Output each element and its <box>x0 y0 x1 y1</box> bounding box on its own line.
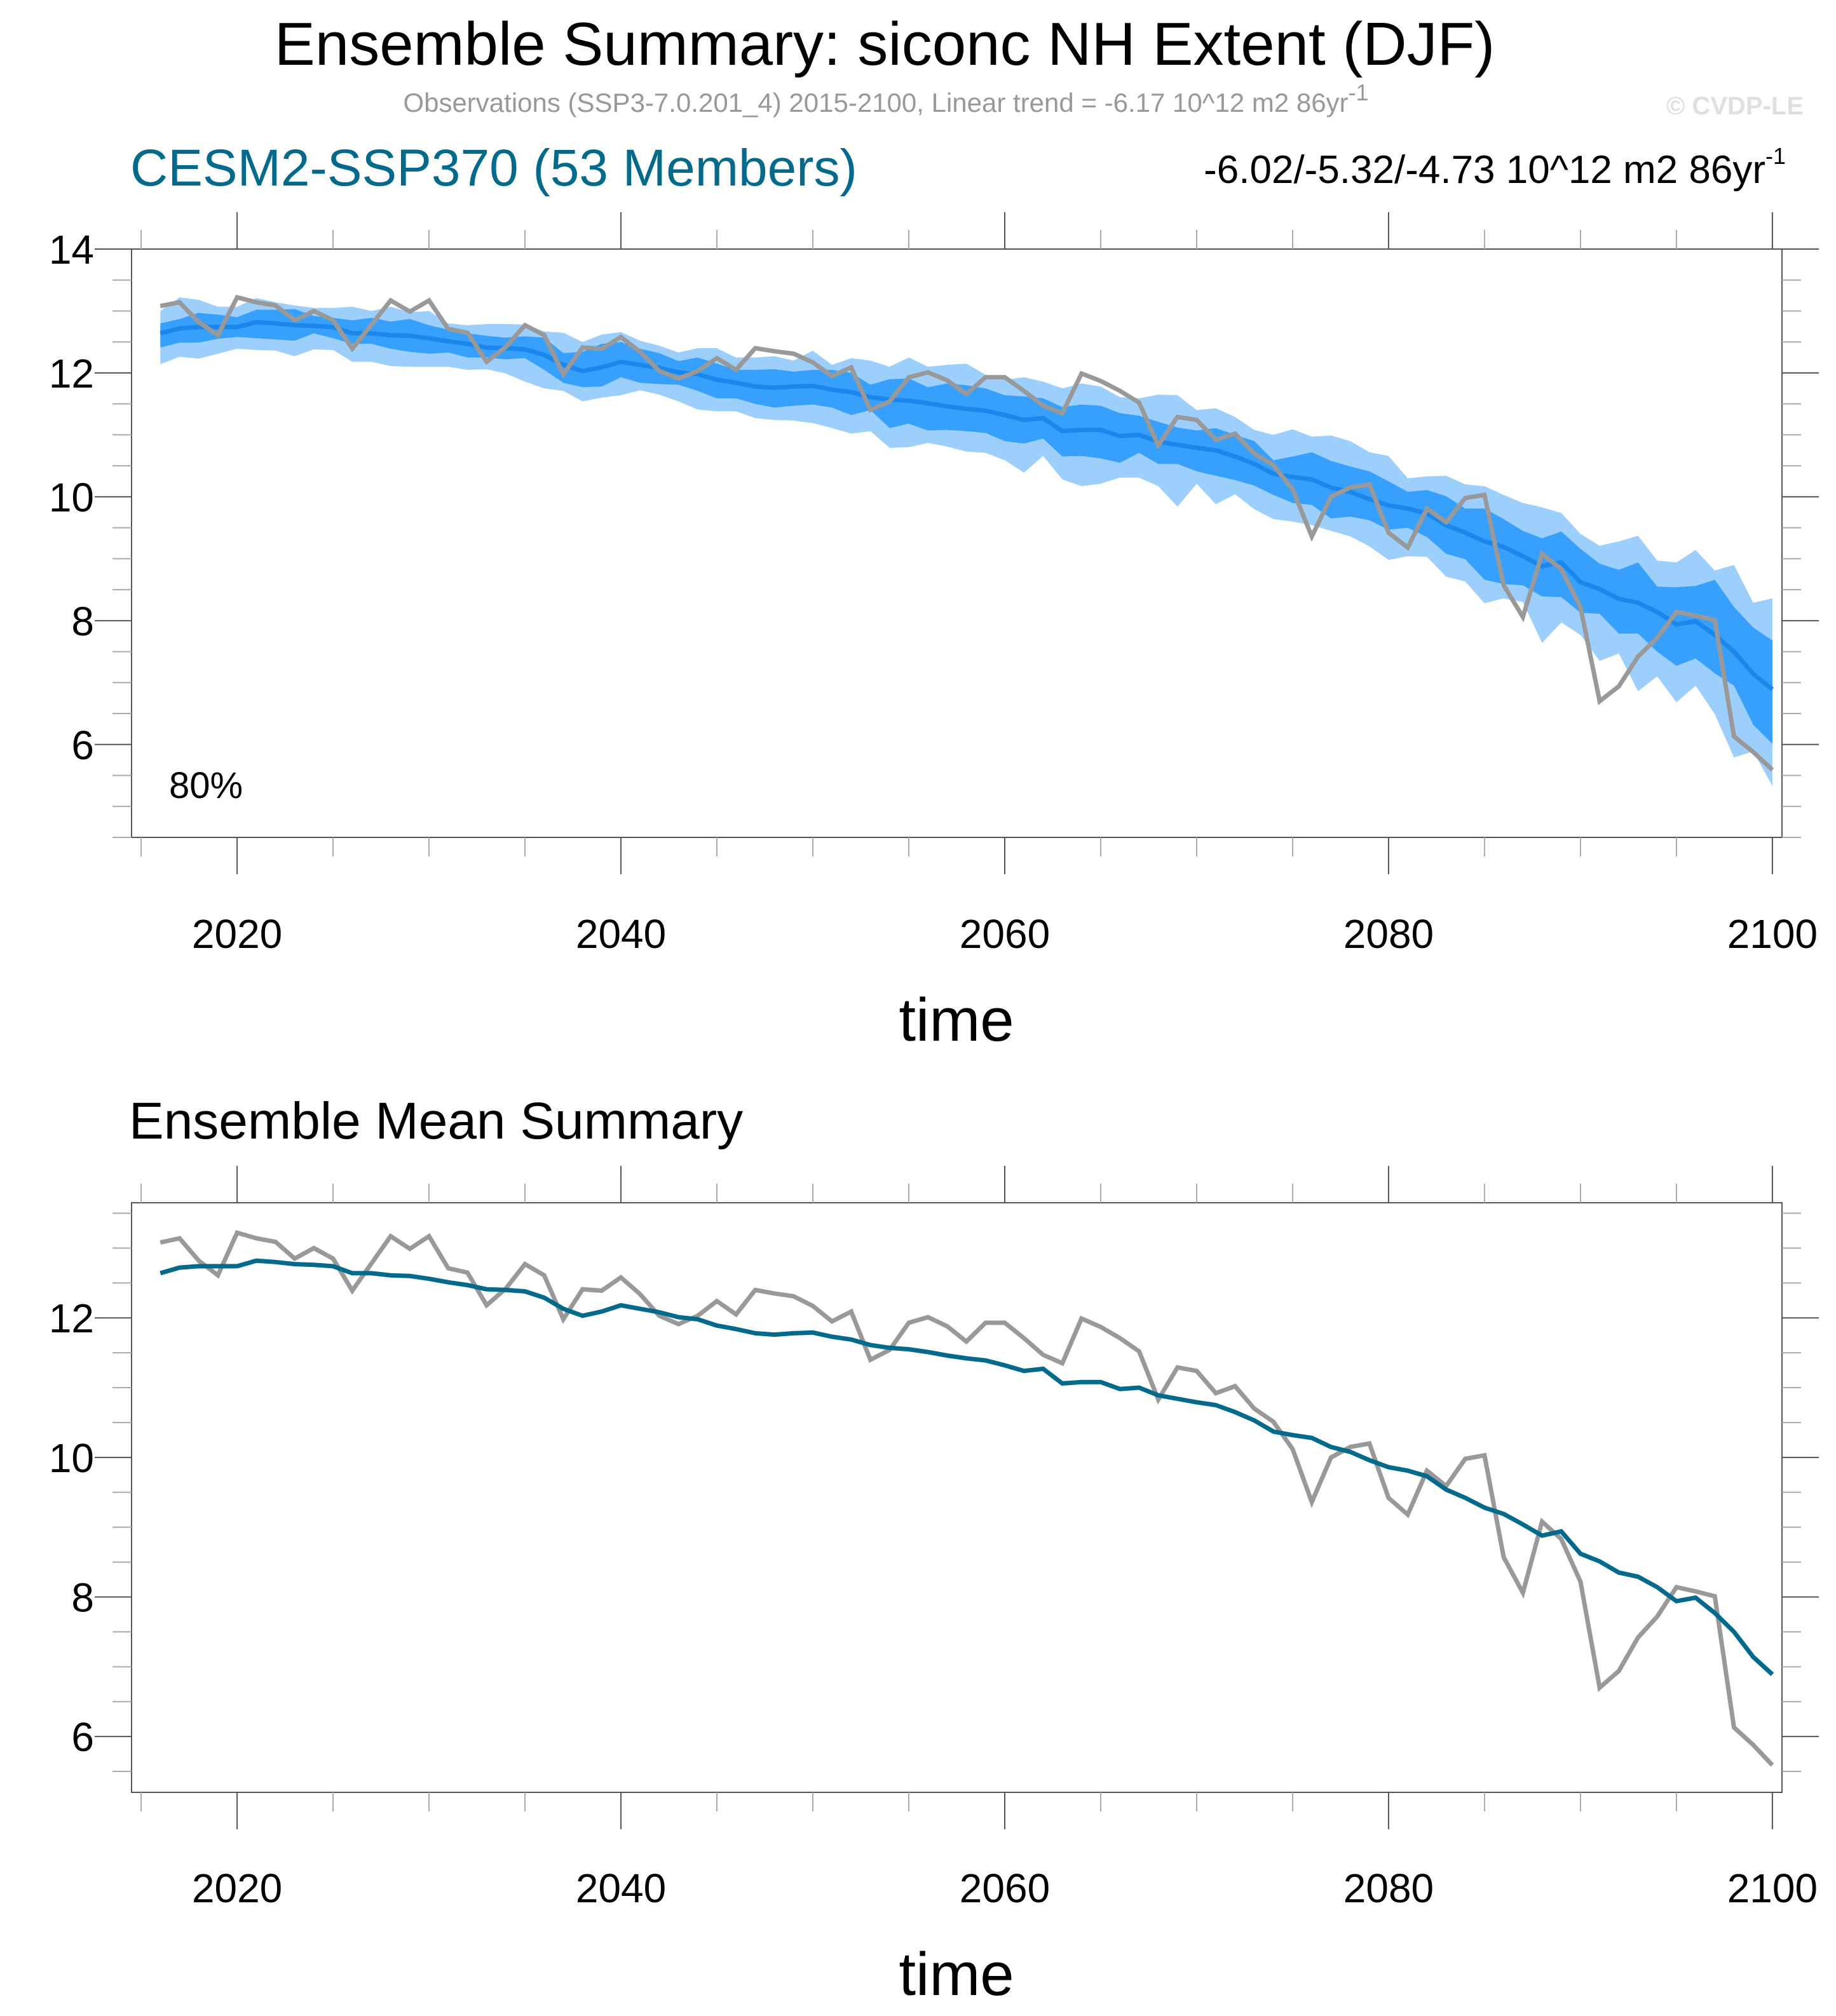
upper-plot-frame <box>131 248 1783 838</box>
subtitle-main: Observations (SSP3-7.0.201_4) 2015-2100,… <box>403 88 1348 118</box>
upper-panel-axes: 2020 2040 2060 2080 2100 6 8 10 12 14 <box>49 212 1819 957</box>
upper-panel-marks <box>160 294 1774 787</box>
upper-panel-trend-title: -6.02/-5.32/-4.73 10^12 m2 86yr-1 <box>1204 143 1786 192</box>
percentile-annotation: 80% <box>169 765 243 806</box>
lower-observations-series <box>160 1229 1774 1767</box>
upper-y-tick-label: 12 <box>49 351 94 396</box>
lower-ensemble-mean-series <box>160 1258 1774 1676</box>
upper-y-tick-label: 14 <box>49 227 94 273</box>
upper-observations-line <box>160 294 1774 772</box>
lower-panel-title: Ensemble Mean Summary <box>129 1092 743 1150</box>
lower-x-tick-label: 2060 <box>960 1865 1050 1911</box>
lower-panel-axes: 2020 2040 2060 2080 2100 6 8 10 12 <box>49 1166 1819 1911</box>
lower-y-tick-label: 6 <box>71 1714 94 1760</box>
upper-observations-series <box>160 294 1774 772</box>
lower-plot-frame <box>131 1202 1783 1793</box>
lower-panel-x-axis-label: time <box>899 1940 1014 2008</box>
upper-x-tick-label: 2040 <box>576 911 666 957</box>
figure-title: Ensemble Summary: siconc NH Extent (DJF) <box>275 10 1495 78</box>
lower-plot-area <box>160 1229 1774 1767</box>
lower-x-tick-label: 2100 <box>1727 1865 1818 1911</box>
lower-x-tick-label: 2080 <box>1343 1865 1434 1911</box>
upper-y-tick-label: 6 <box>71 722 94 768</box>
copyright-label: © CVDP-LE <box>1666 92 1804 120</box>
lower-y-tick-label: 8 <box>71 1574 94 1620</box>
subtitle-superscript: -1 <box>1349 79 1369 105</box>
lower-x-tick-label: 2040 <box>576 1865 666 1911</box>
lower-y-tick-label: 10 <box>49 1435 94 1481</box>
upper-x-tick-label: 2100 <box>1727 911 1818 957</box>
trend-title-superscript: -1 <box>1765 143 1786 169</box>
upper-panel-x-axis-label: time <box>899 986 1014 1054</box>
upper-x-tick-label: 2080 <box>1343 911 1434 957</box>
upper-x-tick-label: 2020 <box>192 911 282 957</box>
upper-plot-area <box>160 294 1774 787</box>
lower-y-tick-label: 12 <box>49 1296 94 1341</box>
upper-ensemble-mean-series <box>160 320 1774 691</box>
upper-panel-model-title: CESM2-SSP370 (53 Members) <box>130 139 857 197</box>
upper-y-tick-label: 8 <box>71 599 94 644</box>
lower-observations-line <box>160 1229 1774 1767</box>
lower-panel: 2020 2040 2060 2080 2100 6 8 10 12 time <box>49 1166 1819 2008</box>
upper-x-tick-label: 2060 <box>960 911 1050 957</box>
lower-panel-marks <box>160 1229 1774 1767</box>
upper-ensemble-mean-line <box>160 320 1774 691</box>
trend-title-main: -6.02/-5.32/-4.73 10^12 m2 86yr <box>1204 148 1765 192</box>
upper-panel: 2020 2040 2060 2080 2100 6 8 10 12 14 80% time <box>49 212 1819 1054</box>
figure-subtitle: Observations (SSP3-7.0.201_4) 2015-2100,… <box>403 79 1368 118</box>
upper-y-tick-label: 10 <box>49 475 94 520</box>
lower-x-tick-label: 2020 <box>192 1865 282 1911</box>
lower-ensemble-mean-line <box>160 1258 1774 1676</box>
